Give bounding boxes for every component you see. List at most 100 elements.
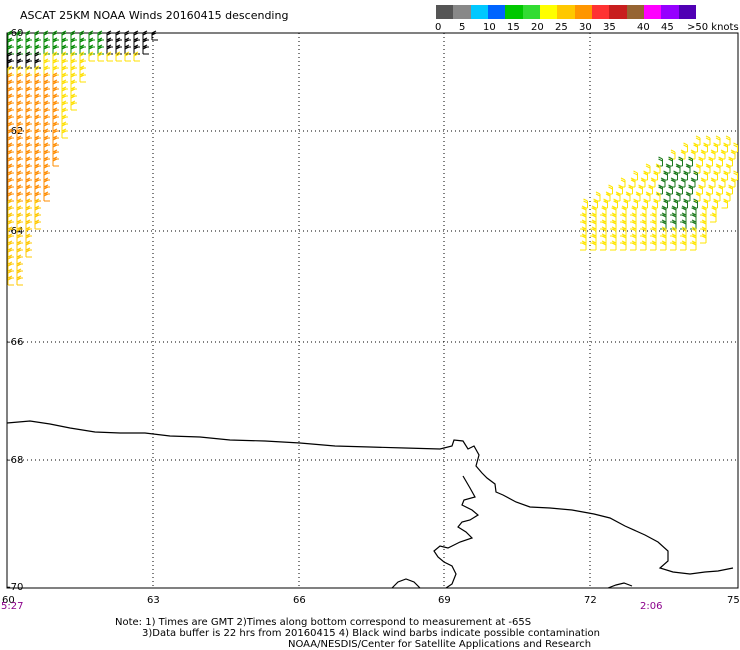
wind-barb xyxy=(580,212,587,223)
colorbar-label-30: 30 xyxy=(579,22,592,33)
lon-label-63: 63 xyxy=(147,595,160,606)
wind-barb xyxy=(671,170,678,181)
wind-barb xyxy=(34,79,41,90)
wind-barb xyxy=(640,219,647,230)
wind-barb xyxy=(630,226,637,237)
wind-barb xyxy=(604,191,611,202)
wind-barb xyxy=(679,149,686,160)
wind-barb xyxy=(726,184,733,195)
colorbar-swatch-3 xyxy=(487,5,506,19)
wind-barb xyxy=(34,142,41,153)
wind-barb xyxy=(34,51,41,62)
wind-barb xyxy=(16,51,23,62)
wind-barb xyxy=(79,65,86,76)
wind-barb xyxy=(721,198,728,209)
wind-barb xyxy=(70,37,77,48)
wind-barb xyxy=(610,205,617,216)
wind-barb xyxy=(626,184,633,195)
wind-barb xyxy=(16,128,23,139)
wind-barb xyxy=(34,135,41,146)
wind-barb xyxy=(580,233,587,244)
wind-barb xyxy=(124,51,131,62)
wind-barb xyxy=(7,177,14,188)
wind-barb xyxy=(669,177,676,188)
wind-barb xyxy=(52,44,59,55)
wind-barb xyxy=(711,198,718,209)
wind-barb xyxy=(7,156,14,167)
wind-barb xyxy=(640,205,647,216)
wind-barb xyxy=(684,191,691,202)
wind-barb xyxy=(666,184,673,195)
wind-barb xyxy=(61,128,68,139)
wind-barb xyxy=(714,135,721,146)
wind-barb xyxy=(646,184,653,195)
wind-barb xyxy=(624,191,631,202)
wind-barb xyxy=(70,58,77,69)
lon-label-72: 72 xyxy=(584,595,597,606)
wind-barb xyxy=(25,37,32,48)
wind-barb xyxy=(634,191,641,202)
wind-barb xyxy=(670,212,677,223)
wind-barb xyxy=(52,135,59,146)
wind-barb xyxy=(79,51,86,62)
wind-barb xyxy=(640,212,647,223)
wind-barb xyxy=(619,177,626,188)
wind-barb xyxy=(70,44,77,55)
lat-label-66: -66 xyxy=(7,337,23,348)
wind-barb xyxy=(16,219,23,230)
graticule xyxy=(7,33,738,588)
wind-barb xyxy=(106,30,113,41)
wind-barb xyxy=(25,114,32,125)
wind-barb xyxy=(25,149,32,160)
wind-barb xyxy=(25,198,32,209)
wind-barb xyxy=(61,114,68,125)
colorbar-swatch-7 xyxy=(557,5,575,19)
wind-barb xyxy=(52,114,59,125)
colorbar-swatch-2 xyxy=(470,5,488,19)
wind-barb xyxy=(580,219,587,230)
wind-barb xyxy=(7,93,14,104)
wind-barb xyxy=(681,198,688,209)
wind-barb xyxy=(631,198,638,209)
wind-barb xyxy=(650,212,657,223)
colorbar-swatch-9 xyxy=(591,5,610,19)
wind-barb xyxy=(34,93,41,104)
wind-barb xyxy=(691,170,698,181)
wind-barb xyxy=(97,30,104,41)
wind-barb xyxy=(61,100,68,111)
wind-barb xyxy=(70,30,77,41)
wind-barb xyxy=(711,170,718,181)
note-line-2: 3)Data buffer is 22 hrs from 20160415 4)… xyxy=(142,628,600,639)
wind-barb xyxy=(7,30,14,41)
wind-barb xyxy=(629,177,636,188)
colorbar-swatch-13 xyxy=(661,5,679,19)
wind-barb xyxy=(16,149,23,160)
wind-barb xyxy=(591,198,598,209)
wind-barb xyxy=(724,135,731,146)
wind-barb xyxy=(34,121,41,132)
wind-barb xyxy=(52,58,59,69)
wind-barb xyxy=(659,177,666,188)
wind-barb xyxy=(704,191,711,202)
colorbar-label-0: 0 xyxy=(435,22,442,33)
wind-barb xyxy=(61,72,68,83)
wind-barb xyxy=(7,163,14,174)
wind-barb xyxy=(97,37,104,48)
wind-barb xyxy=(34,177,41,188)
wind-barb xyxy=(52,121,59,132)
wind-barb xyxy=(661,198,668,209)
wind-barb xyxy=(52,128,59,139)
wind-barb xyxy=(650,233,657,244)
wind-barb xyxy=(106,44,113,55)
wind-barb xyxy=(16,254,23,265)
lat-label-60: -60 xyxy=(7,28,23,39)
wind-barb xyxy=(670,240,677,251)
wind-barb xyxy=(34,163,41,174)
wind-barb xyxy=(590,233,597,244)
wind-barb xyxy=(700,233,707,244)
wind-barb xyxy=(606,184,613,195)
wind-barb xyxy=(7,233,14,244)
wind-barb xyxy=(719,177,726,188)
antarctic-coastline xyxy=(6,420,734,575)
wind-barb xyxy=(639,177,646,188)
